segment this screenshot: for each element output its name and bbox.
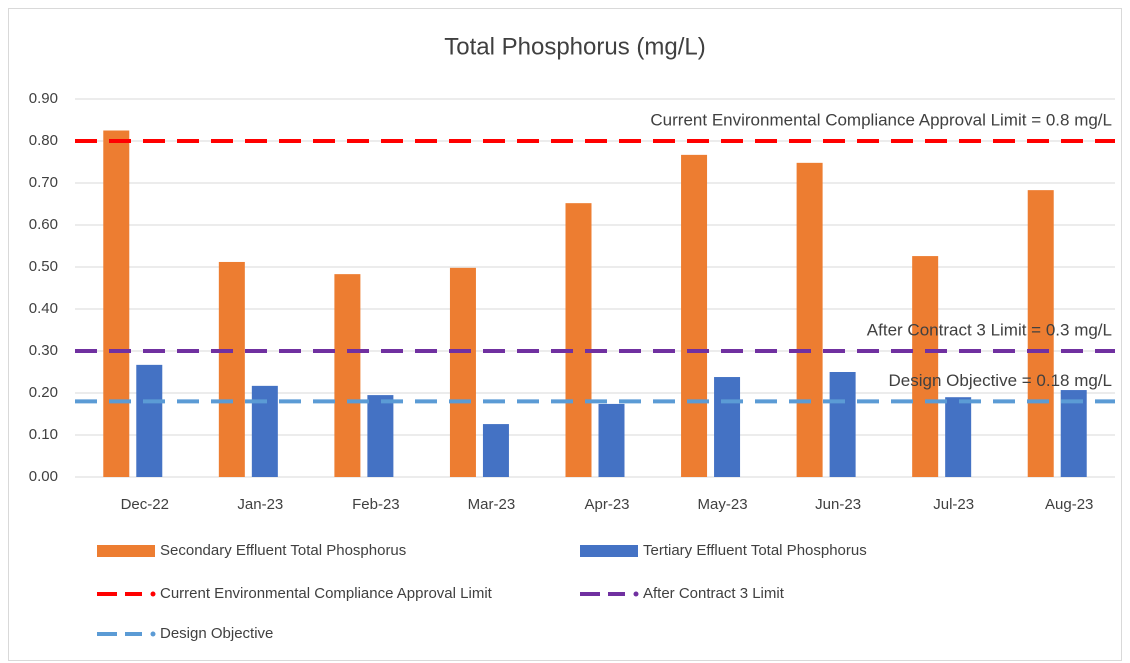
bar	[796, 162, 823, 477]
legend-dot	[150, 631, 156, 637]
x-tick-label: May-23	[698, 496, 748, 513]
x-tick-label: Apr-23	[584, 496, 629, 513]
bar	[136, 364, 163, 477]
y-tick-label: 0.20	[29, 384, 58, 401]
y-tick-label: 0.00	[29, 468, 58, 485]
x-tick-label: Dec-22	[121, 496, 169, 513]
bar	[565, 203, 592, 477]
y-tick-label: 0.70	[29, 174, 58, 191]
bar	[218, 261, 245, 477]
legend-label: Secondary Effluent Total Phosphorus	[160, 542, 406, 559]
legend-swatch	[97, 545, 155, 557]
bar	[1027, 190, 1054, 477]
legend-swatch	[580, 545, 638, 557]
legend-label: Tertiary Effluent Total Phosphorus	[643, 542, 867, 559]
bar	[334, 274, 361, 477]
bar	[103, 130, 130, 477]
x-tick-label: Jan-23	[237, 496, 283, 513]
bar	[912, 256, 939, 477]
legend-label: Design Objective	[160, 625, 273, 642]
x-tick-label: Jun-23	[815, 496, 861, 513]
y-tick-label: 0.90	[29, 90, 58, 107]
bar	[367, 395, 394, 477]
x-tick-label: Jul-23	[933, 496, 974, 513]
bar	[1060, 390, 1087, 477]
y-tick-label: 0.80	[29, 132, 58, 149]
bar	[598, 403, 625, 477]
y-tick-label: 0.30	[29, 342, 58, 359]
bar	[945, 397, 972, 477]
bar	[482, 424, 509, 477]
bar	[829, 372, 856, 477]
bar	[681, 154, 708, 478]
legend-label: After Contract 3 Limit	[643, 585, 785, 602]
y-tick-label: 0.60	[29, 216, 58, 233]
x-tick-label: Mar-23	[468, 496, 516, 513]
legend-dot	[633, 591, 639, 597]
chart-title: Total Phosphorus (mg/L)	[444, 33, 705, 60]
bar	[714, 377, 741, 477]
y-tick-label: 0.40	[29, 300, 58, 317]
bar	[449, 267, 476, 477]
annotation: After Contract 3 Limit = 0.3 mg/L	[867, 320, 1112, 339]
legend-label: Current Environmental Compliance Approva…	[160, 585, 493, 602]
x-tick-label: Feb-23	[352, 496, 400, 513]
legend-dot	[150, 591, 156, 597]
x-tick-label: Aug-23	[1045, 496, 1093, 513]
y-tick-label: 0.10	[29, 426, 58, 443]
annotation: Design Objective = 0.18 mg/L	[889, 371, 1112, 390]
annotation: Current Environmental Compliance Approva…	[650, 110, 1112, 129]
y-tick-label: 0.50	[29, 258, 58, 275]
